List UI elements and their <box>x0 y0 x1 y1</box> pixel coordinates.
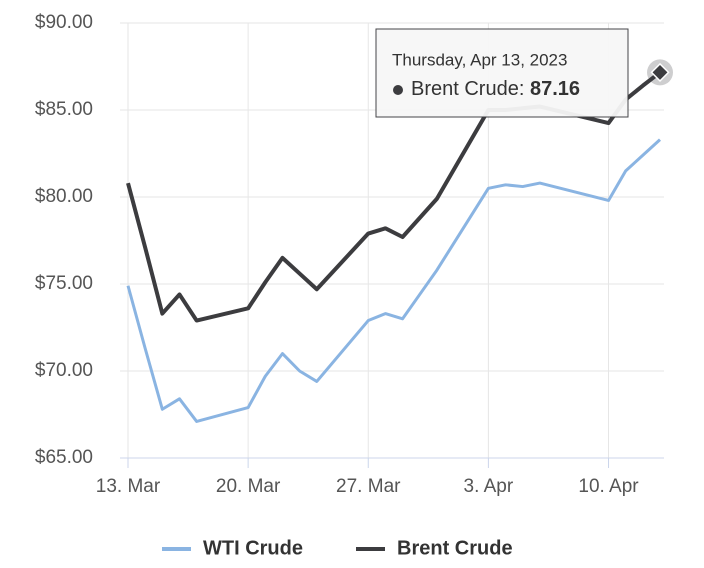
x-tick-label: 13. Mar <box>96 476 161 497</box>
y-tick-label: $80.00 <box>35 186 93 207</box>
x-tick-label: 3. Apr <box>464 476 514 497</box>
x-tick-label: 20. Mar <box>216 476 281 497</box>
y-tick-label: $70.00 <box>35 360 93 381</box>
tooltip-label: Brent Crude: <box>411 78 524 100</box>
y-tick-label: $75.00 <box>35 273 93 294</box>
series-line <box>126 138 662 423</box>
tooltip-dot <box>393 85 403 95</box>
x-tick-label: 10. Apr <box>578 476 639 497</box>
y-tick-label: $90.00 <box>35 12 93 33</box>
legend-label: Brent Crude <box>397 537 513 559</box>
hover-point <box>650 62 670 82</box>
y-tick-label: $85.00 <box>35 99 93 120</box>
y-tick-label: $65.00 <box>35 447 93 468</box>
tooltip: Thursday, Apr 13, 2023 Brent Crude: 87.16 <box>375 28 629 118</box>
tooltip-date: Thursday, Apr 13, 2023 <box>392 50 567 69</box>
tooltip-value: 87.16 <box>530 78 580 100</box>
tooltip-text: Brent Crude: 87.16 <box>411 78 580 100</box>
x-tick-label: 27. Mar <box>336 476 401 497</box>
legend-label: WTI Crude <box>203 537 303 559</box>
tooltip-box <box>375 28 629 118</box>
